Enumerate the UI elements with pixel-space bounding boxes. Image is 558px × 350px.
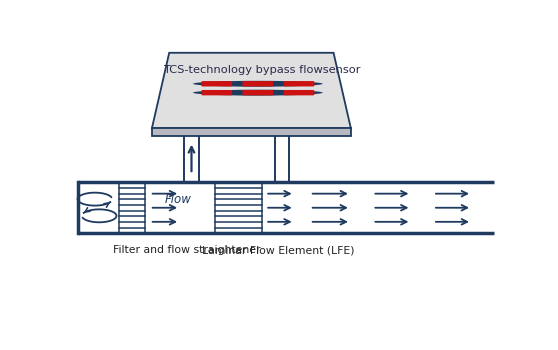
Text: Flow: Flow [165, 193, 192, 205]
Polygon shape [152, 53, 351, 128]
FancyBboxPatch shape [201, 81, 232, 86]
FancyBboxPatch shape [243, 81, 273, 86]
FancyBboxPatch shape [243, 90, 273, 95]
Text: Laminar Flow Element (LFE): Laminar Flow Element (LFE) [201, 245, 354, 256]
Text: Filter and flow straightener: Filter and flow straightener [113, 245, 261, 256]
FancyBboxPatch shape [201, 90, 232, 95]
FancyBboxPatch shape [283, 81, 314, 86]
FancyBboxPatch shape [283, 90, 314, 95]
Polygon shape [152, 128, 351, 136]
Ellipse shape [193, 90, 323, 96]
Ellipse shape [193, 81, 323, 87]
Text: TCS-technology bypass flowsensor: TCS-technology bypass flowsensor [163, 65, 361, 75]
